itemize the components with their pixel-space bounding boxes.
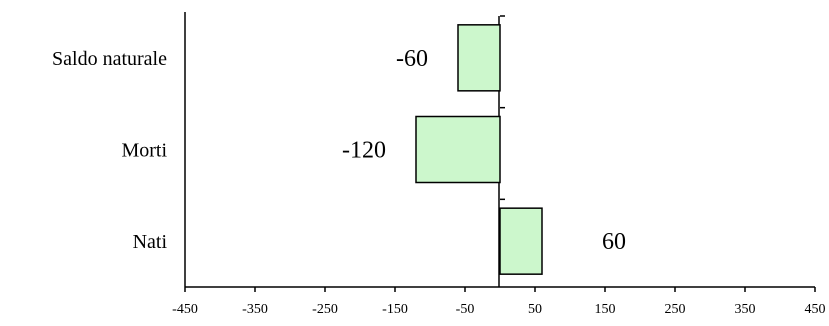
data-label: -120	[342, 138, 386, 164]
bar-2	[499, 207, 543, 275]
x-tick-label: 150	[595, 302, 616, 317]
x-tick-label: -250	[312, 302, 338, 317]
x-tick-label: -350	[242, 302, 268, 317]
category-label: Saldo naturale	[52, 48, 167, 70]
category-label: Nati	[133, 231, 168, 253]
x-tick-label: -450	[172, 302, 198, 317]
category-label: Morti	[121, 140, 167, 162]
category-labels-group: Saldo naturale Morti Nati	[52, 48, 167, 253]
x-tick-label: -50	[456, 302, 475, 317]
data-label: 60	[602, 229, 626, 255]
bar-1	[415, 115, 501, 184]
x-tick-label: 350	[735, 302, 756, 317]
bars-group	[415, 24, 543, 275]
x-ticks-group: -450 -350 -250 -150 -50 50 150 250 350 450	[172, 15, 826, 317]
data-labels-group: -60 -120 60	[342, 46, 626, 255]
x-tick-label: 50	[528, 302, 542, 317]
x-tick-label: 250	[665, 302, 686, 317]
x-tick-label: -150	[382, 302, 408, 317]
bar-0	[457, 24, 501, 92]
data-label: -60	[396, 46, 428, 72]
x-tick-label: 450	[805, 302, 826, 317]
